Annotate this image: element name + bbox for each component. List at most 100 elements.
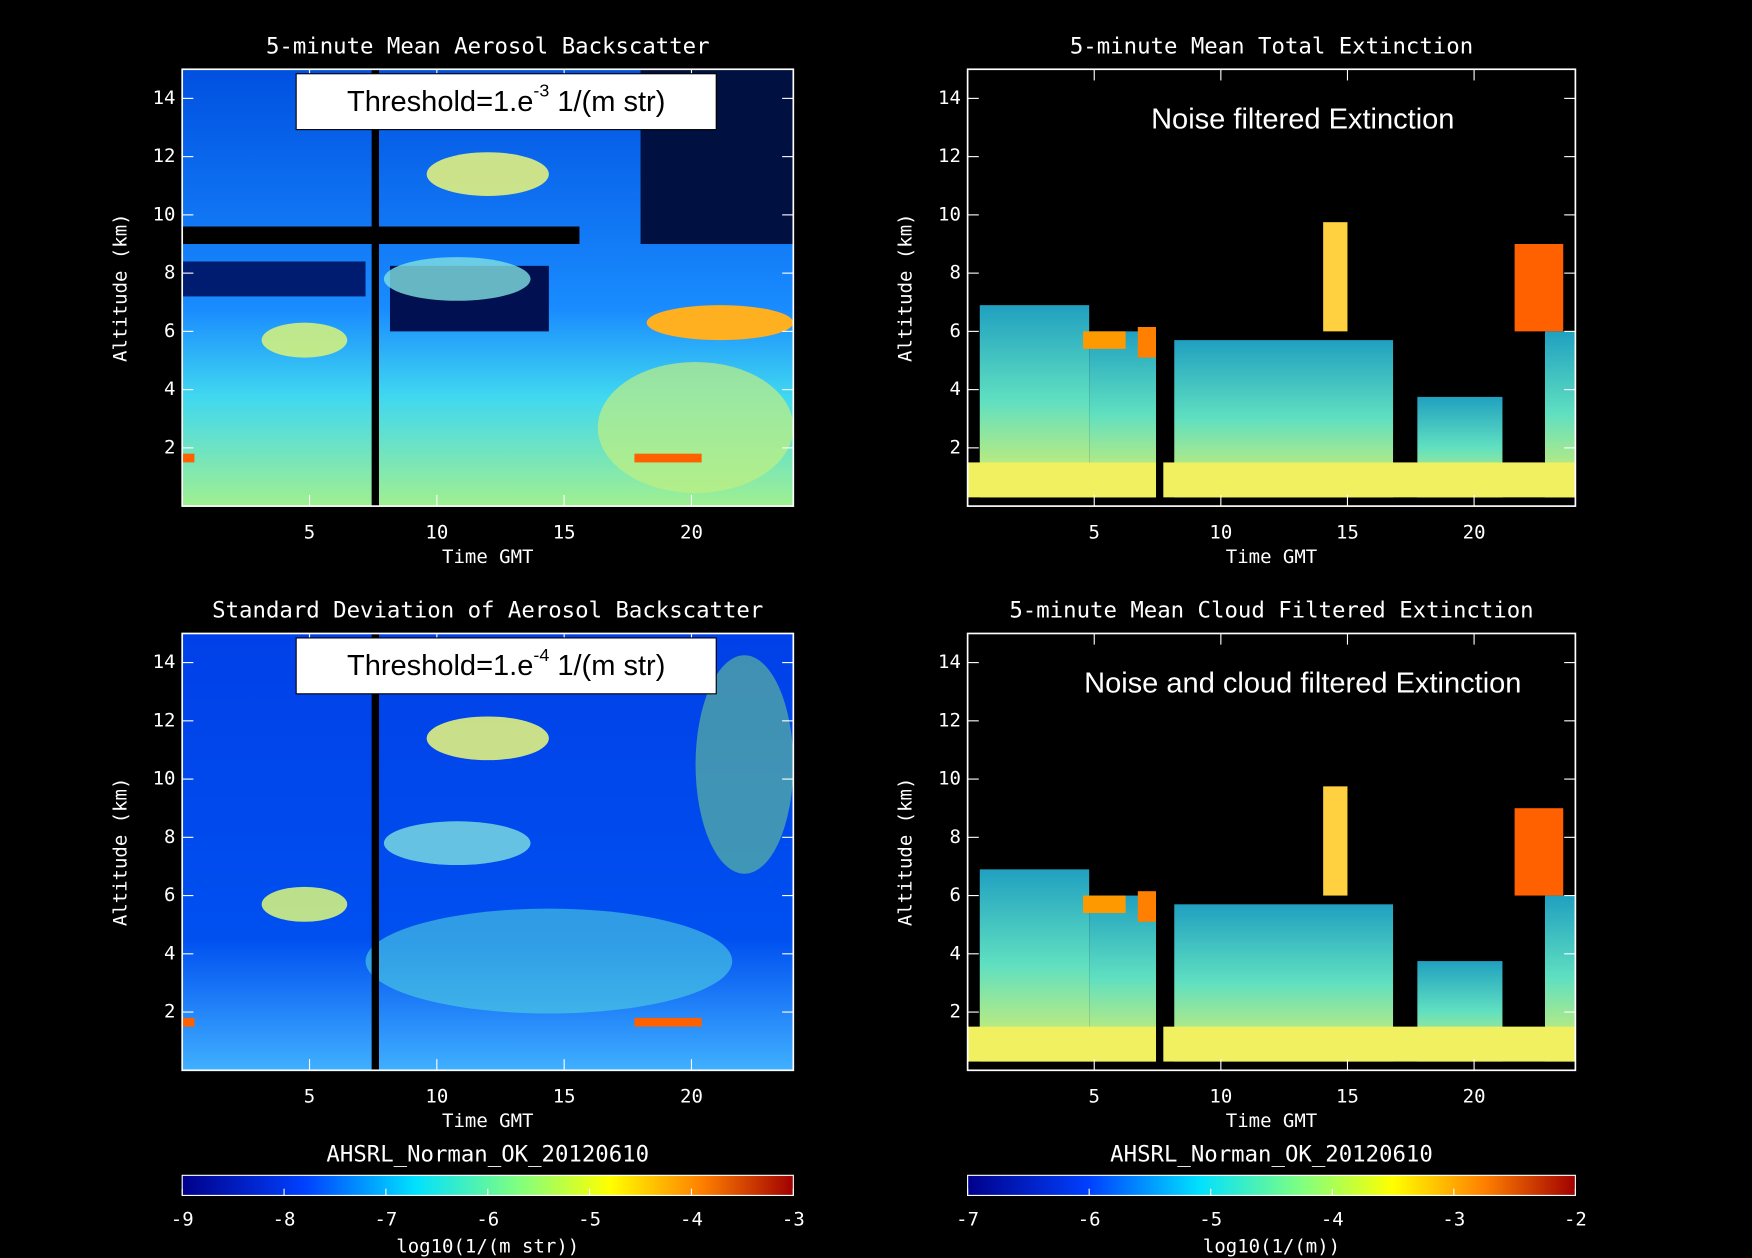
- x-tick-label: 15: [1336, 521, 1359, 543]
- heatmap-region: [1156, 69, 1164, 507]
- heatmap-region: [371, 633, 379, 1071]
- heatmap-region: [967, 462, 1576, 498]
- colorbar-tick-label: -3: [782, 1209, 805, 1231]
- y-tick-label: 2: [949, 436, 960, 458]
- colorbar-tick-label: -3: [1442, 1209, 1465, 1231]
- colorbar-tick-label: -9: [171, 1209, 194, 1231]
- y-tick-label: 8: [164, 826, 175, 848]
- y-tick-label: 4: [949, 378, 960, 400]
- colorbar-tick-label: -4: [1321, 1209, 1344, 1231]
- x-axis-label: Time GMT: [1226, 546, 1317, 568]
- y-tick-label: 8: [949, 826, 960, 848]
- y-tick-label: 12: [153, 709, 176, 731]
- colorbar-title: AHSRL_Norman_OK_20120610: [1110, 1142, 1433, 1168]
- annotation-text: Threshold=1.e: [347, 85, 533, 117]
- y-tick-label: 12: [938, 709, 961, 731]
- heatmap-region: [634, 1017, 702, 1027]
- annotation: Noise filtered Extinction: [1151, 103, 1454, 135]
- y-tick-label: 2: [949, 1001, 960, 1023]
- heatmap-region: [182, 453, 195, 463]
- plot-frame: [181, 632, 795, 1072]
- heatmap-region: [1323, 222, 1348, 332]
- x-axis-label: Time GMT: [442, 1110, 533, 1132]
- y-axis-label: Altitude (km): [109, 213, 131, 362]
- annotation: Noise and cloud filtered Extinction: [1084, 668, 1521, 700]
- heatmap-region: [261, 886, 348, 922]
- heatmap-region: [646, 305, 794, 341]
- x-tick-label: 10: [1209, 1086, 1232, 1108]
- x-tick-label: 10: [425, 521, 448, 543]
- chart-title: 5-minute Mean Cloud Filtered Extinction: [1009, 598, 1533, 624]
- y-tick-label: 2: [164, 436, 175, 458]
- colorbar-title: AHSRL_Norman_OK_20120610: [326, 1142, 649, 1168]
- heatmap-region: [967, 1026, 1576, 1062]
- heatmap-region: [1514, 244, 1564, 332]
- annotation-suffix: 1/(m str): [549, 85, 665, 117]
- y-tick-label: 12: [938, 145, 961, 167]
- y-tick-label: 4: [164, 942, 175, 964]
- y-axis-label: Altitude (km): [895, 213, 917, 362]
- heatmap-panel: [967, 633, 1576, 1071]
- heatmap-region: [371, 69, 379, 507]
- chart-title: 5-minute Mean Total Extinction: [1070, 33, 1473, 59]
- heatmap-panel: [967, 69, 1576, 507]
- plot-frame: [181, 68, 795, 507]
- colorbar-tick-label: -6: [476, 1209, 499, 1231]
- x-tick-label: 5: [304, 1086, 315, 1108]
- heatmap-region: [426, 152, 549, 196]
- heatmap-region: [1156, 633, 1164, 1071]
- x-tick-label: 20: [1463, 521, 1486, 543]
- heatmap-region: [383, 821, 531, 865]
- colorbar: [967, 1174, 1576, 1196]
- y-tick-label: 6: [164, 884, 175, 906]
- annotation-suffix: 1/(m str): [549, 650, 665, 682]
- annotation-text: Threshold=1.e: [347, 650, 533, 682]
- heatmap-region: [1137, 891, 1157, 922]
- y-tick-label: 14: [938, 651, 961, 673]
- y-tick-label: 14: [938, 87, 961, 109]
- annotation: Threshold=1.e-4 1/(m str): [347, 645, 665, 682]
- heatmap-region: [1514, 808, 1564, 896]
- y-axis-label: Altitude (km): [109, 778, 131, 927]
- colorbar-tick-label: -5: [1199, 1209, 1222, 1231]
- y-tick-label: 12: [153, 145, 176, 167]
- colorbar-tick-label: -2: [1564, 1209, 1587, 1231]
- heatmap-panel: [182, 633, 794, 1071]
- x-tick-label: 15: [553, 521, 576, 543]
- x-axis-label: Time GMT: [1226, 1110, 1317, 1132]
- x-tick-label: 20: [680, 1086, 703, 1108]
- annotation-box: [295, 637, 717, 695]
- y-tick-label: 10: [938, 768, 961, 790]
- y-axis-label: Altitude (km): [895, 778, 917, 927]
- plot-frame: [966, 632, 1577, 1072]
- y-tick-label: 10: [153, 768, 176, 790]
- heatmap-region: [261, 322, 348, 358]
- x-tick-label: 15: [553, 1086, 576, 1108]
- y-tick-label: 8: [949, 262, 960, 284]
- annotation: Threshold=1.e-3 1/(m str): [347, 80, 665, 117]
- heatmap-region: [1083, 331, 1126, 349]
- x-tick-label: 15: [1336, 1086, 1359, 1108]
- y-tick-label: 4: [164, 378, 175, 400]
- y-tick-label: 10: [938, 203, 961, 225]
- chart-title: Standard Deviation of Aerosol Backscatte…: [212, 598, 763, 624]
- heatmap-panel: [182, 69, 794, 507]
- y-tick-label: 14: [153, 87, 176, 109]
- y-tick-label: 8: [164, 262, 175, 284]
- x-axis-label: Time GMT: [442, 546, 533, 568]
- x-tick-label: 20: [680, 521, 703, 543]
- y-tick-label: 10: [153, 203, 176, 225]
- heatmap-region: [634, 453, 702, 463]
- heatmap-region: [695, 655, 794, 874]
- x-tick-label: 10: [1209, 521, 1232, 543]
- x-tick-label: 5: [304, 521, 315, 543]
- heatmap-region: [1137, 327, 1157, 358]
- x-tick-label: 10: [425, 1086, 448, 1108]
- colorbar-tick-label: -7: [956, 1209, 979, 1231]
- y-tick-label: 4: [949, 942, 960, 964]
- y-tick-label: 2: [164, 1001, 175, 1023]
- y-tick-label: 6: [949, 884, 960, 906]
- heatmap-region: [182, 226, 580, 245]
- colorbar-label: log10(1/(m str)): [396, 1235, 579, 1257]
